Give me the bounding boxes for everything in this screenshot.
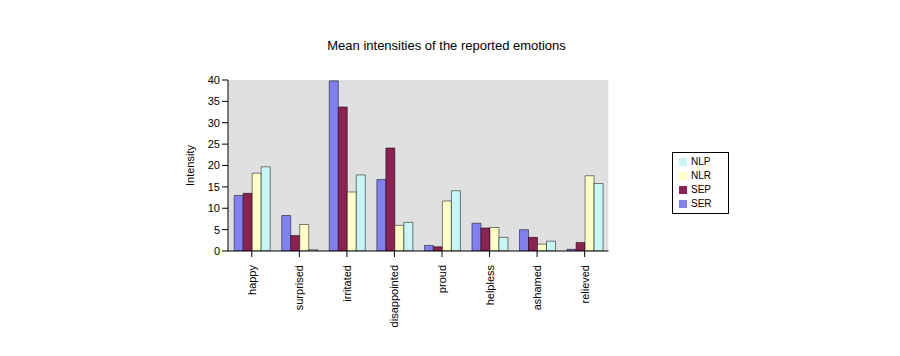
html-text:NLR: NLR xyxy=(691,170,711,181)
html-text:SER: SER xyxy=(691,198,712,209)
svg-text:20: 20 xyxy=(208,159,220,171)
html-text:NLP: NLP xyxy=(691,156,711,167)
svg-text:helpless: helpless xyxy=(484,265,496,306)
svg-text:0: 0 xyxy=(214,245,220,257)
svg-text:Intensity: Intensity xyxy=(184,145,196,186)
svg-text:35: 35 xyxy=(208,95,220,107)
svg-text:irritated: irritated xyxy=(341,265,353,302)
svg-text:disappointed: disappointed xyxy=(388,265,400,327)
svg-text:10: 10 xyxy=(208,202,220,214)
html-text:SEP: SEP xyxy=(691,184,711,195)
svg-text:happy: happy xyxy=(246,265,258,295)
svg-text:15: 15 xyxy=(208,181,220,193)
svg-text:relieved: relieved xyxy=(579,265,591,304)
svg-text:ashamed: ashamed xyxy=(531,265,543,310)
svg-text:25: 25 xyxy=(208,138,220,150)
svg-text:5: 5 xyxy=(214,224,220,236)
html-text:Mean intensities of the report: Mean intensities of the reported emotion… xyxy=(327,38,566,53)
svg-text:surprised: surprised xyxy=(293,265,305,310)
svg-text:proud: proud xyxy=(436,265,448,293)
svg-text:30: 30 xyxy=(208,117,220,129)
svg-text:40: 40 xyxy=(208,74,220,86)
